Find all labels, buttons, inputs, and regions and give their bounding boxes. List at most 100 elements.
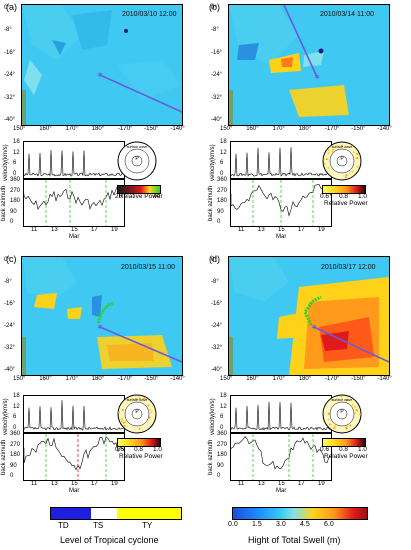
- polar-dot: [327, 149, 330, 152]
- polar-dot: [345, 174, 348, 177]
- velocity-tick: 18: [13, 393, 20, 399]
- velocity-plot: [230, 395, 332, 433]
- tc-legend-title: Level of Tropical cyclone: [60, 535, 159, 545]
- relative-power-tick: 0.8: [339, 446, 349, 453]
- map-y-tick: -40°: [4, 117, 16, 123]
- relative-power-tick: 0.8: [339, 193, 349, 200]
- relative-power-tick: 0.6: [320, 446, 330, 453]
- polar-ring: [336, 155, 348, 167]
- panel-b-date: 2010/03/14 11:00: [320, 11, 374, 18]
- azimuth-tick: 0: [10, 473, 14, 479]
- polar-center-label: P: [340, 156, 344, 162]
- time-tick: 13: [51, 227, 58, 233]
- swell-tick: 3.0: [276, 521, 286, 528]
- swell-tick: 1.5: [252, 521, 262, 528]
- polar-ring-label: surface wave: [127, 398, 148, 402]
- month-label: Mar: [276, 234, 287, 240]
- panel-a-map-graphic: ✶: [22, 5, 182, 125]
- map-x-tick: 170°: [272, 126, 285, 132]
- azimuth-line: [24, 436, 124, 471]
- map-y-tick: 0°: [211, 5, 217, 11]
- map-y-tick: 0°: [4, 5, 10, 11]
- azimuth-axis-label: back azimuth: [1, 439, 7, 475]
- time-tick: 19: [318, 481, 325, 487]
- map-y-tick: -24°: [4, 72, 16, 79]
- map-x-tick: 170°: [272, 376, 285, 382]
- relative-power-tick: 1.0: [358, 193, 368, 200]
- relative-power-colorbar: [322, 185, 366, 194]
- swell-tick: 0.0: [228, 521, 238, 528]
- panel-d-map: ✶: [228, 256, 390, 376]
- polar-center-label: P: [135, 409, 139, 415]
- map-x-tick: -140°: [377, 126, 392, 132]
- time-tick: 17: [298, 481, 305, 487]
- polar-dot: [138, 427, 141, 430]
- velocity-line: [231, 401, 331, 431]
- time-tick: 13: [258, 481, 265, 487]
- polar-ring: [131, 155, 143, 167]
- polar-dot: [352, 151, 355, 154]
- time-tick: 19: [318, 227, 325, 233]
- velocity-tick: 6: [13, 414, 17, 421]
- azimuth-tick: 270: [217, 187, 228, 194]
- azimuth-tick: 270: [217, 441, 228, 448]
- time-tick: 15: [278, 481, 285, 487]
- panel-a-label: (a): [6, 2, 17, 12]
- map-x-tick: 160°: [39, 376, 52, 382]
- time-tick: 15: [71, 481, 78, 487]
- polar-dot: [118, 411, 121, 414]
- polar-dot: [355, 409, 358, 412]
- velocity-tick: 6: [220, 414, 224, 421]
- azimuth-plot: [230, 433, 332, 481]
- map-y-tick: -40°: [211, 117, 223, 123]
- map-x-tick: -150°: [351, 376, 366, 382]
- velocity-axis-label: velocity(km/s): [3, 144, 9, 181]
- velocity-plot: [23, 141, 125, 179]
- map-x-tick: -170°: [324, 376, 340, 382]
- velocity-tick: 12: [13, 149, 20, 156]
- map-y-tick: -24°: [4, 323, 16, 329]
- map-y-tick: -40°: [211, 367, 223, 373]
- azimuth-tick: 270: [10, 187, 21, 194]
- tc-legend-ty: TY: [142, 521, 153, 530]
- azimuth-line: [24, 185, 124, 210]
- azimuth-tick: 0: [217, 219, 221, 225]
- velocity-tick: 12: [220, 149, 227, 156]
- svg-text:✶: ✶: [313, 72, 321, 82]
- time-tick: 17: [91, 481, 98, 487]
- relative-power-colorbar: [117, 185, 161, 194]
- swell-legend-title: Hight of Total Swell (m): [248, 535, 341, 545]
- polar-dot: [351, 170, 354, 173]
- svg-text:✶: ✶: [96, 70, 104, 80]
- td-swatch: [51, 508, 91, 519]
- panel-d-map-graphic: ✶: [229, 257, 389, 375]
- swell-tick: 4.5: [300, 521, 310, 528]
- polar-dot: [340, 395, 343, 398]
- polar-ring: [131, 408, 143, 420]
- polar-dot: [127, 398, 130, 401]
- map-y-tick: -32°: [4, 94, 16, 101]
- polar-dot: [345, 425, 348, 428]
- time-tick: 17: [91, 227, 98, 233]
- polar-dot: [149, 408, 152, 411]
- polar-ring-label: surface wave: [127, 145, 148, 149]
- polar-dot: [325, 158, 328, 161]
- time-tick: 15: [278, 227, 285, 233]
- panel-a-map: ✶: [21, 4, 183, 126]
- polar-dot: [331, 150, 334, 153]
- polar-dot: [333, 426, 336, 429]
- relative-power-tick: 20: [115, 193, 123, 200]
- polar-ring-label: surface wave: [332, 145, 353, 149]
- azimuth-tick: 0: [10, 219, 14, 225]
- azimuth-plot: [23, 433, 125, 481]
- relative-power-colorbar: [322, 438, 366, 447]
- svg-text:✶: ✶: [310, 322, 318, 332]
- map-y-tick: 0°: [211, 257, 217, 263]
- polar-dot: [150, 411, 153, 414]
- azimuth-tick: 180: [217, 198, 228, 204]
- velocity-tick: 6: [13, 160, 17, 167]
- map-y-tick: -16°: [4, 49, 16, 56]
- polar-dot: [331, 399, 334, 402]
- relative-power-label: Relative Power: [324, 453, 368, 460]
- polar-dot: [327, 412, 330, 415]
